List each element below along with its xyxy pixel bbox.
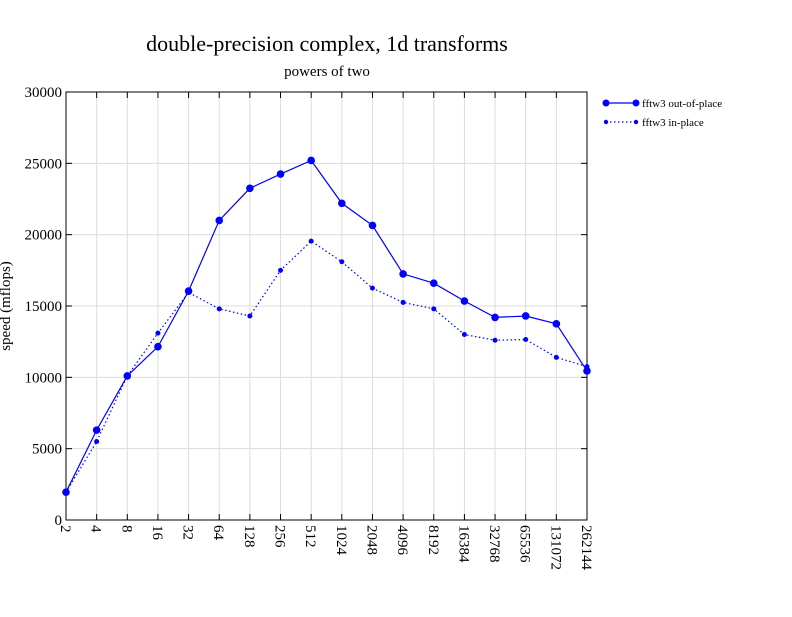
series-2-point <box>155 330 161 336</box>
x-tick-label: 8192 <box>425 525 441 555</box>
y-tick-label: 30000 <box>25 85 63 101</box>
series-2-point <box>247 313 253 319</box>
series-1-point <box>460 297 469 305</box>
series-1-point <box>246 184 254 193</box>
series-1-point <box>307 156 315 165</box>
x-tick-label: 65536 <box>517 525 533 563</box>
x-tick-label: 64 <box>210 525 226 541</box>
series-2-point <box>94 439 100 445</box>
series-line-1 <box>65 159 588 493</box>
y-tick-label: 10000 <box>25 370 63 386</box>
x-tick-label: 512 <box>302 525 318 548</box>
series-2-point <box>584 364 590 370</box>
chart-title: double-precision complex, 1d transforms <box>146 31 508 56</box>
series-1-point <box>215 216 224 225</box>
y-tick-label: 25000 <box>25 156 63 172</box>
series-2-point <box>400 299 406 305</box>
x-tick-label: 128 <box>241 525 257 548</box>
series-1-point <box>429 279 438 287</box>
x-tick-label: 1024 <box>333 525 349 556</box>
series-2-point <box>186 289 192 295</box>
series-2-point <box>553 354 559 360</box>
x-tick-label: 8 <box>118 525 134 533</box>
series-2-point <box>492 337 498 343</box>
y-tick-label: 5000 <box>32 442 62 458</box>
y-axis-label: speed (mflops) <box>0 261 14 351</box>
legend-label-1: fftw3 out-of-place <box>642 98 722 110</box>
series-2-point <box>63 489 69 495</box>
series-2-point <box>308 238 314 244</box>
x-tick-label: 4 <box>88 525 104 533</box>
series-layer <box>62 156 591 496</box>
series-line-2 <box>65 240 588 493</box>
series-2-point <box>278 267 284 273</box>
legend-marker <box>632 99 640 107</box>
axes: 2 4 8 16 32 64 128 256 512 1024 2048 4096 8192 16384 3… <box>25 85 595 571</box>
x-tick-label: 262144 <box>578 525 594 571</box>
y-tick-label: 0 <box>55 513 63 529</box>
series-2-point <box>216 306 222 312</box>
series-1-point <box>552 320 561 328</box>
series-1-point <box>491 313 499 322</box>
x-tick-label: 2048 <box>363 525 379 555</box>
series-1-point <box>399 270 407 278</box>
y-tick-label: 15000 <box>25 299 63 315</box>
legend: fftw3 out-of-place fftw3 in-place <box>602 98 722 129</box>
series-2-point <box>124 373 130 379</box>
x-tick-label: 131072 <box>547 525 563 570</box>
series-2-point <box>523 337 529 343</box>
x-tick-label: 16 <box>149 525 165 541</box>
legend-marker <box>603 119 609 125</box>
series-1-point <box>92 426 101 434</box>
series-2-point <box>431 306 437 312</box>
legend-marker <box>633 119 639 125</box>
series-2-point <box>339 259 345 265</box>
x-tick-label: 32 <box>180 525 196 540</box>
series-1-point <box>154 342 162 351</box>
plot-frame <box>65 91 588 521</box>
series-1-point <box>368 221 377 230</box>
series-1-point <box>276 170 285 178</box>
x-tick-label: 32768 <box>486 525 502 563</box>
x-tick-label: 2 <box>57 525 73 533</box>
x-tick-label: 4096 <box>394 525 410 556</box>
series-1-point <box>583 367 591 375</box>
series-2-point <box>369 285 375 291</box>
grid <box>66 92 587 520</box>
legend-marker <box>602 99 610 107</box>
series-1-point <box>338 199 346 208</box>
series-1-point <box>521 312 530 320</box>
y-tick-label: 20000 <box>25 228 63 244</box>
chart-subtitle: powers of two <box>284 64 370 80</box>
series-2-point <box>461 332 467 338</box>
x-tick-label: 16384 <box>455 525 471 563</box>
legend-label-2: fftw3 in-place <box>642 117 704 129</box>
x-tick-label: 256 <box>272 525 288 548</box>
